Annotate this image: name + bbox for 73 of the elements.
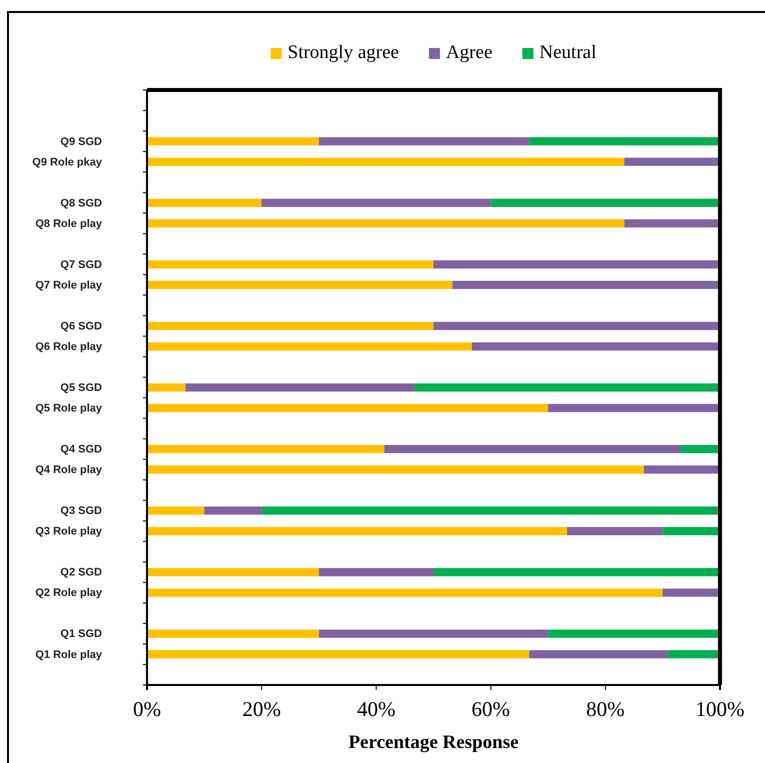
bar — [384, 444, 680, 454]
x-axis-title: Percentage Response — [348, 732, 519, 753]
bar — [529, 650, 668, 658]
bar — [662, 588, 720, 597]
bar — [185, 383, 415, 392]
y-tick-label: Q1 SGD — [60, 628, 102, 640]
bar — [147, 650, 530, 658]
bar — [147, 322, 434, 330]
y-tick-label: Q5 SGD — [60, 382, 102, 394]
bar — [434, 260, 720, 268]
bar — [644, 465, 720, 474]
bar — [668, 650, 720, 658]
legend-label: Neutral — [539, 42, 596, 63]
y-tick-label: Q8 SGD — [60, 197, 102, 210]
x-tick-label: 20% — [242, 697, 281, 722]
bar — [567, 527, 663, 536]
bar — [262, 506, 720, 515]
bar — [147, 444, 384, 454]
bar — [490, 198, 720, 207]
bar — [548, 404, 720, 412]
y-tick-label: Q4 SGD — [60, 444, 102, 456]
x-tick-label: 40% — [356, 697, 396, 722]
bar — [434, 568, 720, 576]
y-tick-label: Q7 SGD — [60, 258, 102, 271]
bar — [147, 342, 472, 351]
y-tick-label: Q1 Role play — [35, 648, 103, 661]
bar — [624, 219, 720, 228]
y-tick-label: Q2 Role play — [35, 587, 103, 600]
y-tick-label: Q8 Role play — [35, 218, 103, 230]
bar — [318, 630, 548, 638]
bar — [680, 444, 720, 454]
y-tick-label: Q4 Role play — [35, 464, 103, 476]
bar — [147, 588, 663, 597]
bar — [452, 280, 720, 290]
bar — [147, 219, 624, 228]
x-tick-label: 100% — [696, 697, 744, 722]
bar — [548, 630, 720, 638]
y-tick-label: Q3 Role play — [35, 526, 103, 538]
bar — [147, 198, 262, 207]
bar — [318, 568, 434, 576]
bar — [147, 280, 452, 290]
bar — [147, 137, 319, 146]
bar — [147, 383, 186, 392]
bar — [204, 506, 262, 515]
bar — [147, 568, 319, 576]
legend-label: Strongly agree — [288, 42, 399, 63]
y-tick-label: Q9 Role pkay — [32, 156, 103, 168]
bar — [662, 527, 720, 536]
bar — [472, 342, 720, 351]
bar — [318, 137, 530, 146]
bar — [262, 198, 491, 207]
y-tick-label: Q2 SGD — [60, 566, 102, 579]
y-tick-label: Q3 SGD — [60, 505, 102, 518]
bar — [529, 137, 720, 146]
bar — [147, 465, 644, 474]
x-tick-label: 80% — [586, 697, 625, 722]
bar — [434, 322, 720, 330]
y-tick-label: Q6 SGD — [60, 320, 102, 332]
legend-label: Agree — [446, 42, 492, 63]
bar — [147, 527, 568, 536]
y-tick-label: Q9 SGD — [60, 136, 102, 148]
x-tick-label: 60% — [472, 697, 510, 722]
bar — [147, 158, 624, 166]
bar — [147, 260, 434, 268]
bar — [147, 404, 548, 412]
bar — [414, 383, 720, 392]
y-tick-label: Q7 Role play — [35, 279, 103, 292]
x-tick-label: 0% — [133, 697, 161, 722]
bar — [147, 630, 319, 638]
y-tick-label: Q5 Role play — [35, 402, 103, 415]
y-tick-label: Q6 Role play — [35, 340, 103, 353]
bar — [624, 158, 720, 166]
bar — [147, 506, 204, 515]
